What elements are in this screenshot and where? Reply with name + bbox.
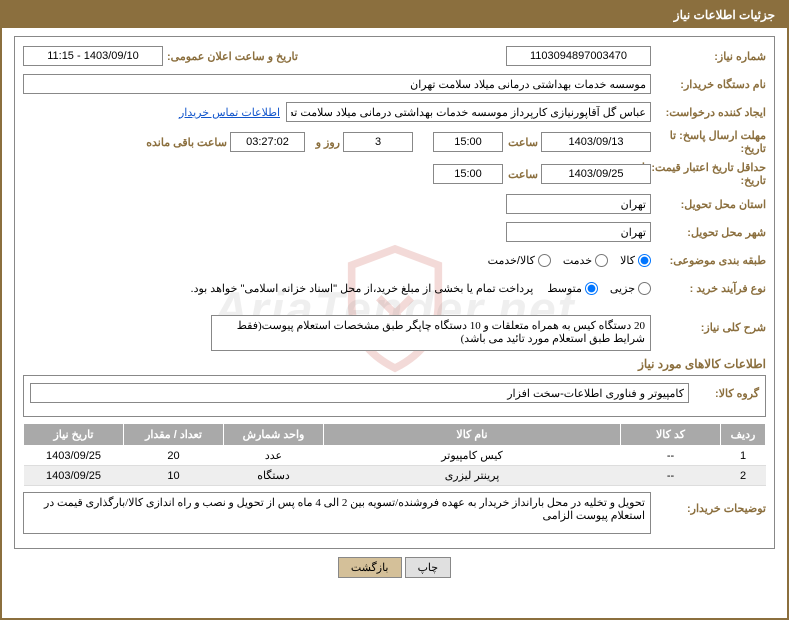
back-button[interactable]: بازگشت <box>338 557 402 578</box>
desc-field[interactable] <box>211 315 651 351</box>
group-label: گروه کالا: <box>689 387 759 400</box>
days-count[interactable] <box>343 132 413 152</box>
th-qty: تعداد / مقدار <box>124 424 224 446</box>
th-date: تاریخ نیاز <box>24 424 124 446</box>
table-row: 1--کیس کامپیوترعدد201403/09/25 <box>24 446 766 466</box>
days-label: روز و <box>305 136 343 149</box>
buyer-notes-label: توضیحات خریدار: <box>651 492 766 515</box>
th-name: نام کالا <box>324 424 621 446</box>
radio-kala-khedmat[interactable]: کالا/خدمت <box>488 254 551 267</box>
table-row: 2--پرینتر لیزریدستگاه101403/09/25 <box>24 466 766 486</box>
buyer-field[interactable] <box>23 74 651 94</box>
radio-jozei[interactable]: جزیی <box>610 282 651 295</box>
category-label: طبقه بندی موضوعی: <box>651 254 766 267</box>
requester-field[interactable] <box>286 102 651 122</box>
buyer-label: نام دستگاه خریدار: <box>651 78 766 91</box>
th-row: ردیف <box>721 424 766 446</box>
radio-motavaset[interactable]: متوسط <box>547 282 598 295</box>
items-table: ردیف کد کالا نام کالا واحد شمارش تعداد /… <box>23 423 766 486</box>
purchase-note: پرداخت تمام یا بخشی از مبلغ خرید،از محل … <box>191 282 534 295</box>
th-code: کد کالا <box>621 424 721 446</box>
buyer-notes-field[interactable] <box>23 492 651 534</box>
group-field[interactable] <box>30 383 689 403</box>
need-no-field[interactable] <box>506 46 651 66</box>
deadline-hour[interactable] <box>433 132 503 152</box>
deadline-date[interactable] <box>541 132 651 152</box>
time-left[interactable] <box>230 132 305 152</box>
city-label: شهر محل تحویل: <box>651 226 766 239</box>
province-label: استان محل تحویل: <box>651 198 766 211</box>
city-field[interactable] <box>506 222 651 242</box>
requester-label: ایجاد کننده درخواست: <box>651 106 766 119</box>
hour-label-2: ساعت <box>503 168 541 181</box>
validity-date[interactable] <box>541 164 651 184</box>
radio-khedmat[interactable]: خدمت <box>563 254 608 267</box>
contact-link[interactable]: اطلاعات تماس خریدار <box>179 106 280 119</box>
th-unit: واحد شمارش <box>224 424 324 446</box>
announce-field[interactable] <box>23 46 163 66</box>
hour-label-1: ساعت <box>503 136 541 149</box>
items-title: اطلاعات کالاهای مورد نیاز <box>23 357 766 371</box>
validity-hour[interactable] <box>433 164 503 184</box>
announce-label: تاریخ و ساعت اعلان عمومی: <box>163 50 328 63</box>
panel-header: جزئیات اطلاعات نیاز <box>2 2 787 28</box>
print-button[interactable]: چاپ <box>405 557 452 578</box>
desc-label: شرح کلی نیاز: <box>651 315 766 334</box>
radio-kala[interactable]: کالا <box>620 254 651 267</box>
need-no-label: شماره نیاز: <box>651 50 766 63</box>
province-field[interactable] <box>506 194 651 214</box>
deadline-label: مهلت ارسال پاسخ: تا تاریخ: <box>651 129 766 155</box>
purchase-type-label: نوع فرآیند خرید : <box>651 282 766 295</box>
remain-label: ساعت باقی مانده <box>140 136 230 149</box>
